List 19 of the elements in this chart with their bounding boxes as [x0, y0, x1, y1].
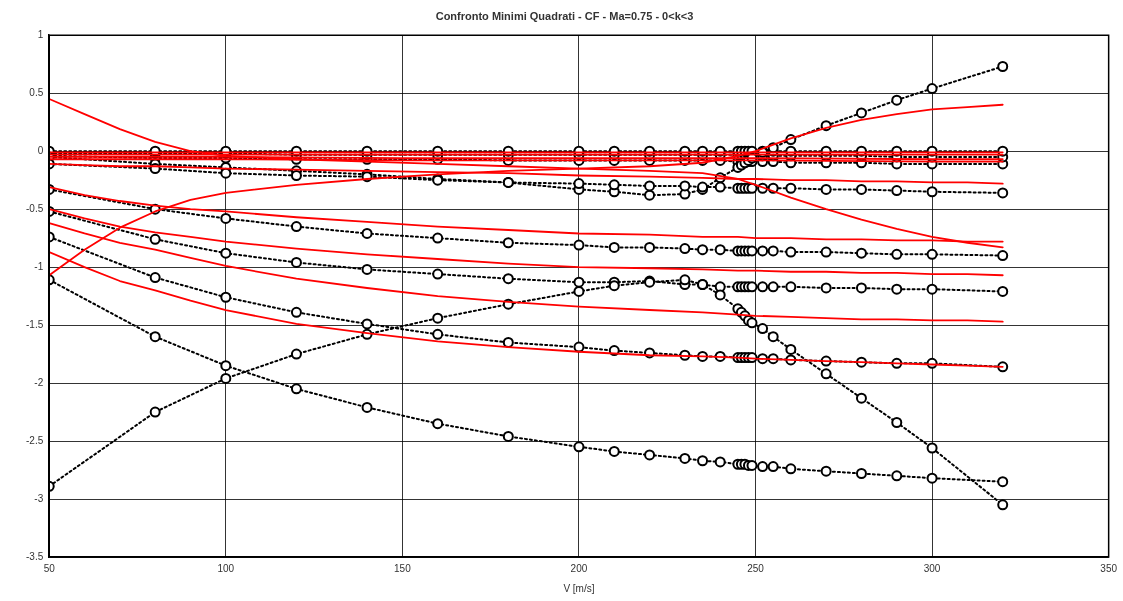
x-tick-label: 250: [747, 562, 765, 574]
x-axis-title: V [m/s]: [563, 582, 595, 594]
chart-title: Confronto Minimi Quadrati - CF - Ma=0.75 - 0<k<3: [435, 9, 694, 22]
x-tick-label: 50: [43, 562, 56, 574]
y-tick-label: -3: [34, 492, 44, 504]
y-tick-label: 0.5: [29, 86, 44, 98]
x-tick-label: 200: [570, 562, 588, 574]
y-tick-label: -2: [34, 376, 44, 388]
x-tick-label: 350: [1100, 562, 1118, 574]
y-tick-label: 0: [37, 144, 44, 156]
y-tick-label: -0.5: [26, 202, 44, 214]
x-tick-label: 150: [394, 562, 412, 574]
y-tick-label: -3.5: [26, 550, 44, 562]
y-tick-label: 1: [37, 28, 44, 40]
y-tick-label: -1.5: [26, 318, 44, 330]
x-tick-label: 100: [217, 562, 235, 574]
x-tick-label: 300: [923, 562, 941, 574]
y-tick-label: -2.5: [26, 434, 44, 446]
y-tick-label: -1: [34, 260, 44, 272]
